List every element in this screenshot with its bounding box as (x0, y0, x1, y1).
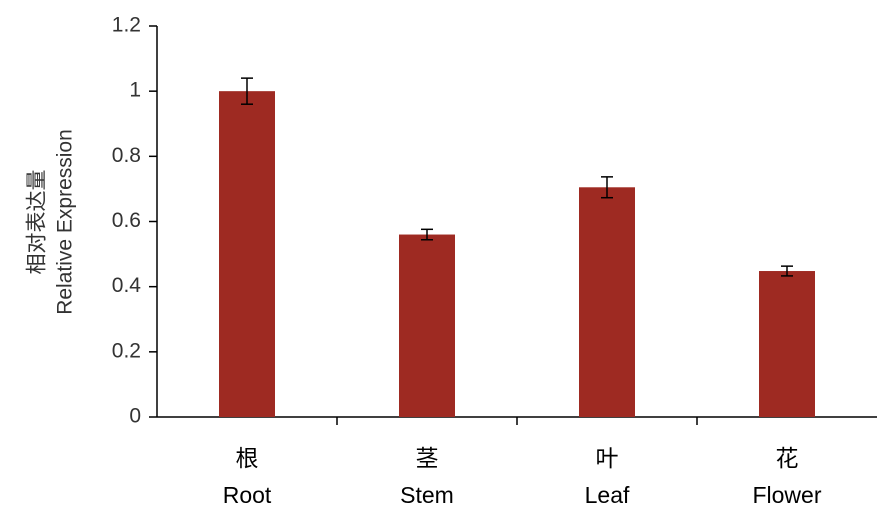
y-tick-label: 1 (129, 79, 141, 102)
y-axis-title-zh: 相对表达量 (26, 170, 49, 275)
bar (759, 271, 815, 417)
y-tick-label: 0.2 (112, 339, 141, 362)
bar (399, 234, 455, 417)
x-tick-label: Stem (400, 482, 454, 508)
y-axis-title: 相对表达量 Relative Expression (26, 129, 77, 315)
bar (579, 187, 635, 417)
x-tick-label: Flower (752, 482, 821, 508)
x-tick-label: 根 (236, 445, 259, 471)
x-tick-label: 花 (776, 445, 799, 471)
y-axis-title-en: Relative Expression (54, 129, 77, 315)
bar (219, 91, 275, 418)
y-tick-label: 0.4 (112, 274, 142, 297)
y-tick-label: 0 (129, 405, 141, 428)
y-tick-label: 1.2 (112, 14, 141, 37)
x-tick-label: 茎 (416, 445, 439, 471)
y-tick-label: 0.6 (112, 209, 141, 232)
x-tick-label: 叶 (596, 445, 619, 471)
x-tick-label: Root (223, 482, 272, 508)
y-tick-label: 0.8 (112, 144, 141, 167)
x-tick-label: Leaf (585, 482, 630, 508)
